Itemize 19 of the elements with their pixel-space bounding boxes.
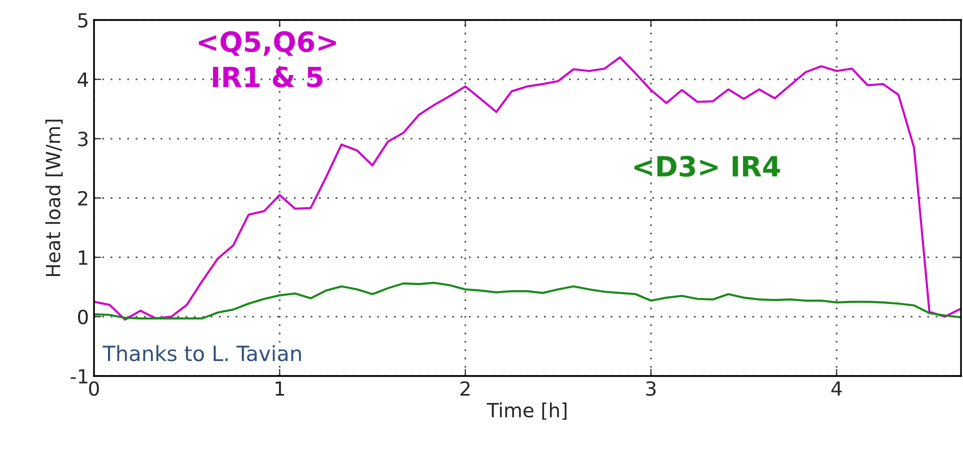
x-tick-label: 0 <box>89 381 99 396</box>
x-tick-label: 3 <box>646 381 656 396</box>
y-tick-label: 5 <box>78 13 88 28</box>
y-tick-label: 0 <box>78 310 88 324</box>
line-series <box>94 56 961 321</box>
x-axis-title: Time [h] <box>486 402 566 420</box>
y-axis-title: Heat load [W/m] <box>45 120 63 276</box>
y-tick-label: 4 <box>78 72 88 87</box>
x-tick-label: 4 <box>831 381 842 396</box>
y-tick-label: 1 <box>78 250 88 265</box>
y-tick-label: -1 <box>70 369 88 384</box>
text: <Q5,Q6> IR1 & 5 <box>198 31 336 88</box>
y-tick-label: 2 <box>78 190 88 206</box>
annotation: Thanks to L. Tavian <box>102 345 301 362</box>
y-tick-label: 3 <box>78 132 88 146</box>
x-tick-label: 2 <box>460 381 470 396</box>
x-tick-label: 1 <box>276 381 284 396</box>
text: <D3> IR4 <box>634 156 780 177</box>
line-series <box>94 282 961 320</box>
